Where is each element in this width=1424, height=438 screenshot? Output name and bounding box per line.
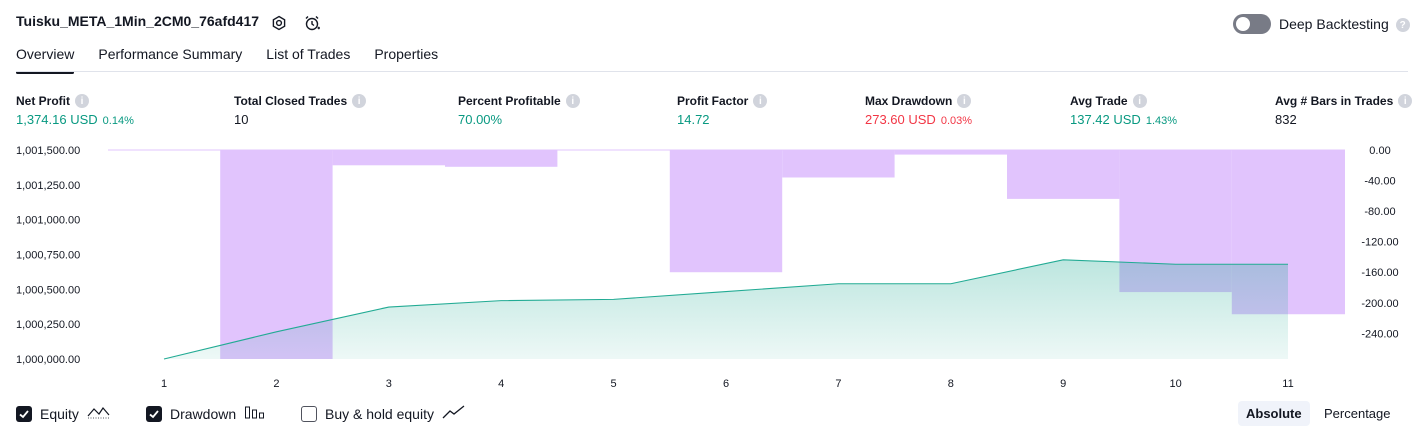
y-tick-right: -40.00: [1364, 176, 1395, 188]
drawdown-bar: [445, 150, 558, 167]
x-tick: 2: [273, 378, 279, 390]
y-tick-right: 0.00: [1369, 145, 1390, 157]
y-tick-right: -160.00: [1361, 267, 1398, 279]
metric-value: 137.42 USD: [1070, 112, 1141, 127]
drawdown-bar: [1007, 150, 1120, 199]
alarm-clock-icon[interactable]: [301, 12, 323, 34]
drawdown-bar: [332, 150, 445, 166]
equity-checkbox[interactable]: [16, 405, 32, 422]
metric-profit-factor: Profit Factor i 14.72: [677, 94, 768, 127]
metric-percent-profitable: Percent Profitable i 70.00%: [458, 94, 580, 127]
x-tick: 7: [835, 378, 841, 390]
percentage-toggle[interactable]: Percentage: [1324, 406, 1391, 421]
y-tick-left: 1,001,500.00: [16, 145, 80, 157]
x-tick: 11: [1282, 378, 1293, 390]
y-tick-left: 1,001,250.00: [16, 180, 80, 192]
x-tick: 4: [498, 378, 504, 390]
legend-buy-hold[interactable]: Buy & hold equity: [301, 404, 466, 423]
x-tick: 9: [1060, 378, 1066, 390]
metric-label: Total Closed Trades: [234, 94, 348, 108]
metric-label: Max Drawdown: [865, 94, 953, 108]
metric-value: 70.00%: [458, 112, 503, 127]
drawdown-bar: [669, 150, 783, 273]
help-icon[interactable]: ?: [1395, 18, 1410, 33]
drawdown-label: Drawdown: [170, 405, 237, 422]
x-tick: 8: [948, 378, 954, 390]
equity-line: [163, 259, 1288, 360]
buy-hold-label: Buy & hold equity: [325, 405, 434, 422]
tab-performance-summary[interactable]: Performance Summary: [98, 46, 243, 62]
x-tick: 10: [1169, 378, 1181, 390]
buy-hold-line-icon: [442, 404, 466, 423]
metric-value: 10: [234, 112, 249, 127]
metric-avg-bars: Avg # Bars in Trades i 832: [1275, 94, 1413, 127]
buy-hold-checkbox[interactable]: [301, 405, 317, 422]
x-tick: 1: [161, 378, 167, 390]
metric-label: Avg Trade: [1070, 94, 1128, 108]
metric-total-closed-trades: Total Closed Trades i 10: [234, 94, 367, 127]
metric-value: 832: [1275, 112, 1297, 127]
legend-equity[interactable]: Equity: [16, 404, 111, 423]
metric-label: Percent Profitable: [458, 94, 561, 108]
equity-drawdown-chart[interactable]: 1,000,000.00 1,000,250.00 1,000,500.00 1,00…: [0, 135, 1424, 395]
metric-percent: 0.03%: [940, 115, 973, 127]
tab-divider: [16, 71, 1408, 72]
y-tick-right: -80.00: [1364, 206, 1395, 218]
y-tick-right: -240.00: [1361, 328, 1398, 340]
y-tick-right: -200.00: [1361, 298, 1398, 310]
metric-label: Avg # Bars in Trades: [1275, 94, 1394, 108]
drawdown-bar: [782, 150, 895, 178]
y-tick-left: 1,001,000.00: [16, 215, 80, 227]
info-icon[interactable]: i: [352, 94, 367, 108]
x-tick: 6: [723, 378, 729, 390]
tab-properties[interactable]: Properties: [374, 46, 439, 62]
drawdown-bars-icon: [244, 404, 266, 423]
drawdown-bar: [894, 150, 1007, 155]
info-icon[interactable]: i: [753, 94, 768, 108]
x-tick: 5: [611, 378, 617, 390]
equity-label: Equity: [40, 405, 79, 422]
y-tick-right: -120.00: [1361, 237, 1398, 249]
deep-backtesting-toggle[interactable]: [1233, 14, 1271, 34]
tab-overview[interactable]: Overview: [16, 46, 75, 74]
metric-label: Net Profit: [16, 94, 70, 108]
y-tick-left: 1,000,000.00: [16, 354, 80, 366]
info-icon[interactable]: i: [957, 94, 972, 108]
tab-bar: Overview Performance Summary List of Tra…: [16, 46, 439, 74]
strategy-title: Tuisku_META_1Min_2CM0_76afd417: [16, 13, 260, 29]
y-tick-left: 1,000,250.00: [16, 319, 80, 331]
metric-avg-trade: Avg Trade i 137.42 USD 1.43%: [1070, 94, 1177, 127]
y-tick-left: 1,000,500.00: [16, 284, 80, 296]
metric-percent: 0.14%: [102, 115, 134, 127]
deep-backtesting-label: Deep Backtesting ?: [1279, 16, 1410, 33]
y-tick-left: 1,000,750.00: [16, 250, 80, 262]
metric-label: Profit Factor: [677, 94, 749, 108]
metric-percent: 1.43%: [1145, 115, 1178, 127]
info-icon[interactable]: i: [565, 94, 580, 108]
info-icon[interactable]: i: [1398, 94, 1413, 108]
equity-area: [164, 259, 1288, 359]
legend-drawdown[interactable]: Drawdown: [146, 404, 266, 423]
tab-list-of-trades[interactable]: List of Trades: [266, 46, 351, 62]
info-icon[interactable]: i: [1132, 94, 1147, 108]
deep-backtesting-text: Deep Backtesting: [1279, 16, 1389, 32]
metric-value: 1,374.16 USD: [16, 112, 98, 127]
drawdown-checkbox[interactable]: [146, 405, 162, 422]
metric-net-profit: Net Profit i 1,374.16 USD 0.14%: [16, 94, 134, 127]
settings-icon[interactable]: [268, 12, 290, 34]
metric-max-drawdown: Max Drawdown i 273.60 USD 0.03%: [865, 94, 972, 127]
x-tick: 3: [386, 378, 392, 390]
absolute-toggle[interactable]: Absolute: [1238, 401, 1310, 426]
equity-line-icon: [87, 404, 111, 423]
metric-value: 14.72: [677, 112, 710, 127]
metric-value: 273.60 USD: [865, 112, 936, 127]
info-icon[interactable]: i: [75, 94, 89, 108]
